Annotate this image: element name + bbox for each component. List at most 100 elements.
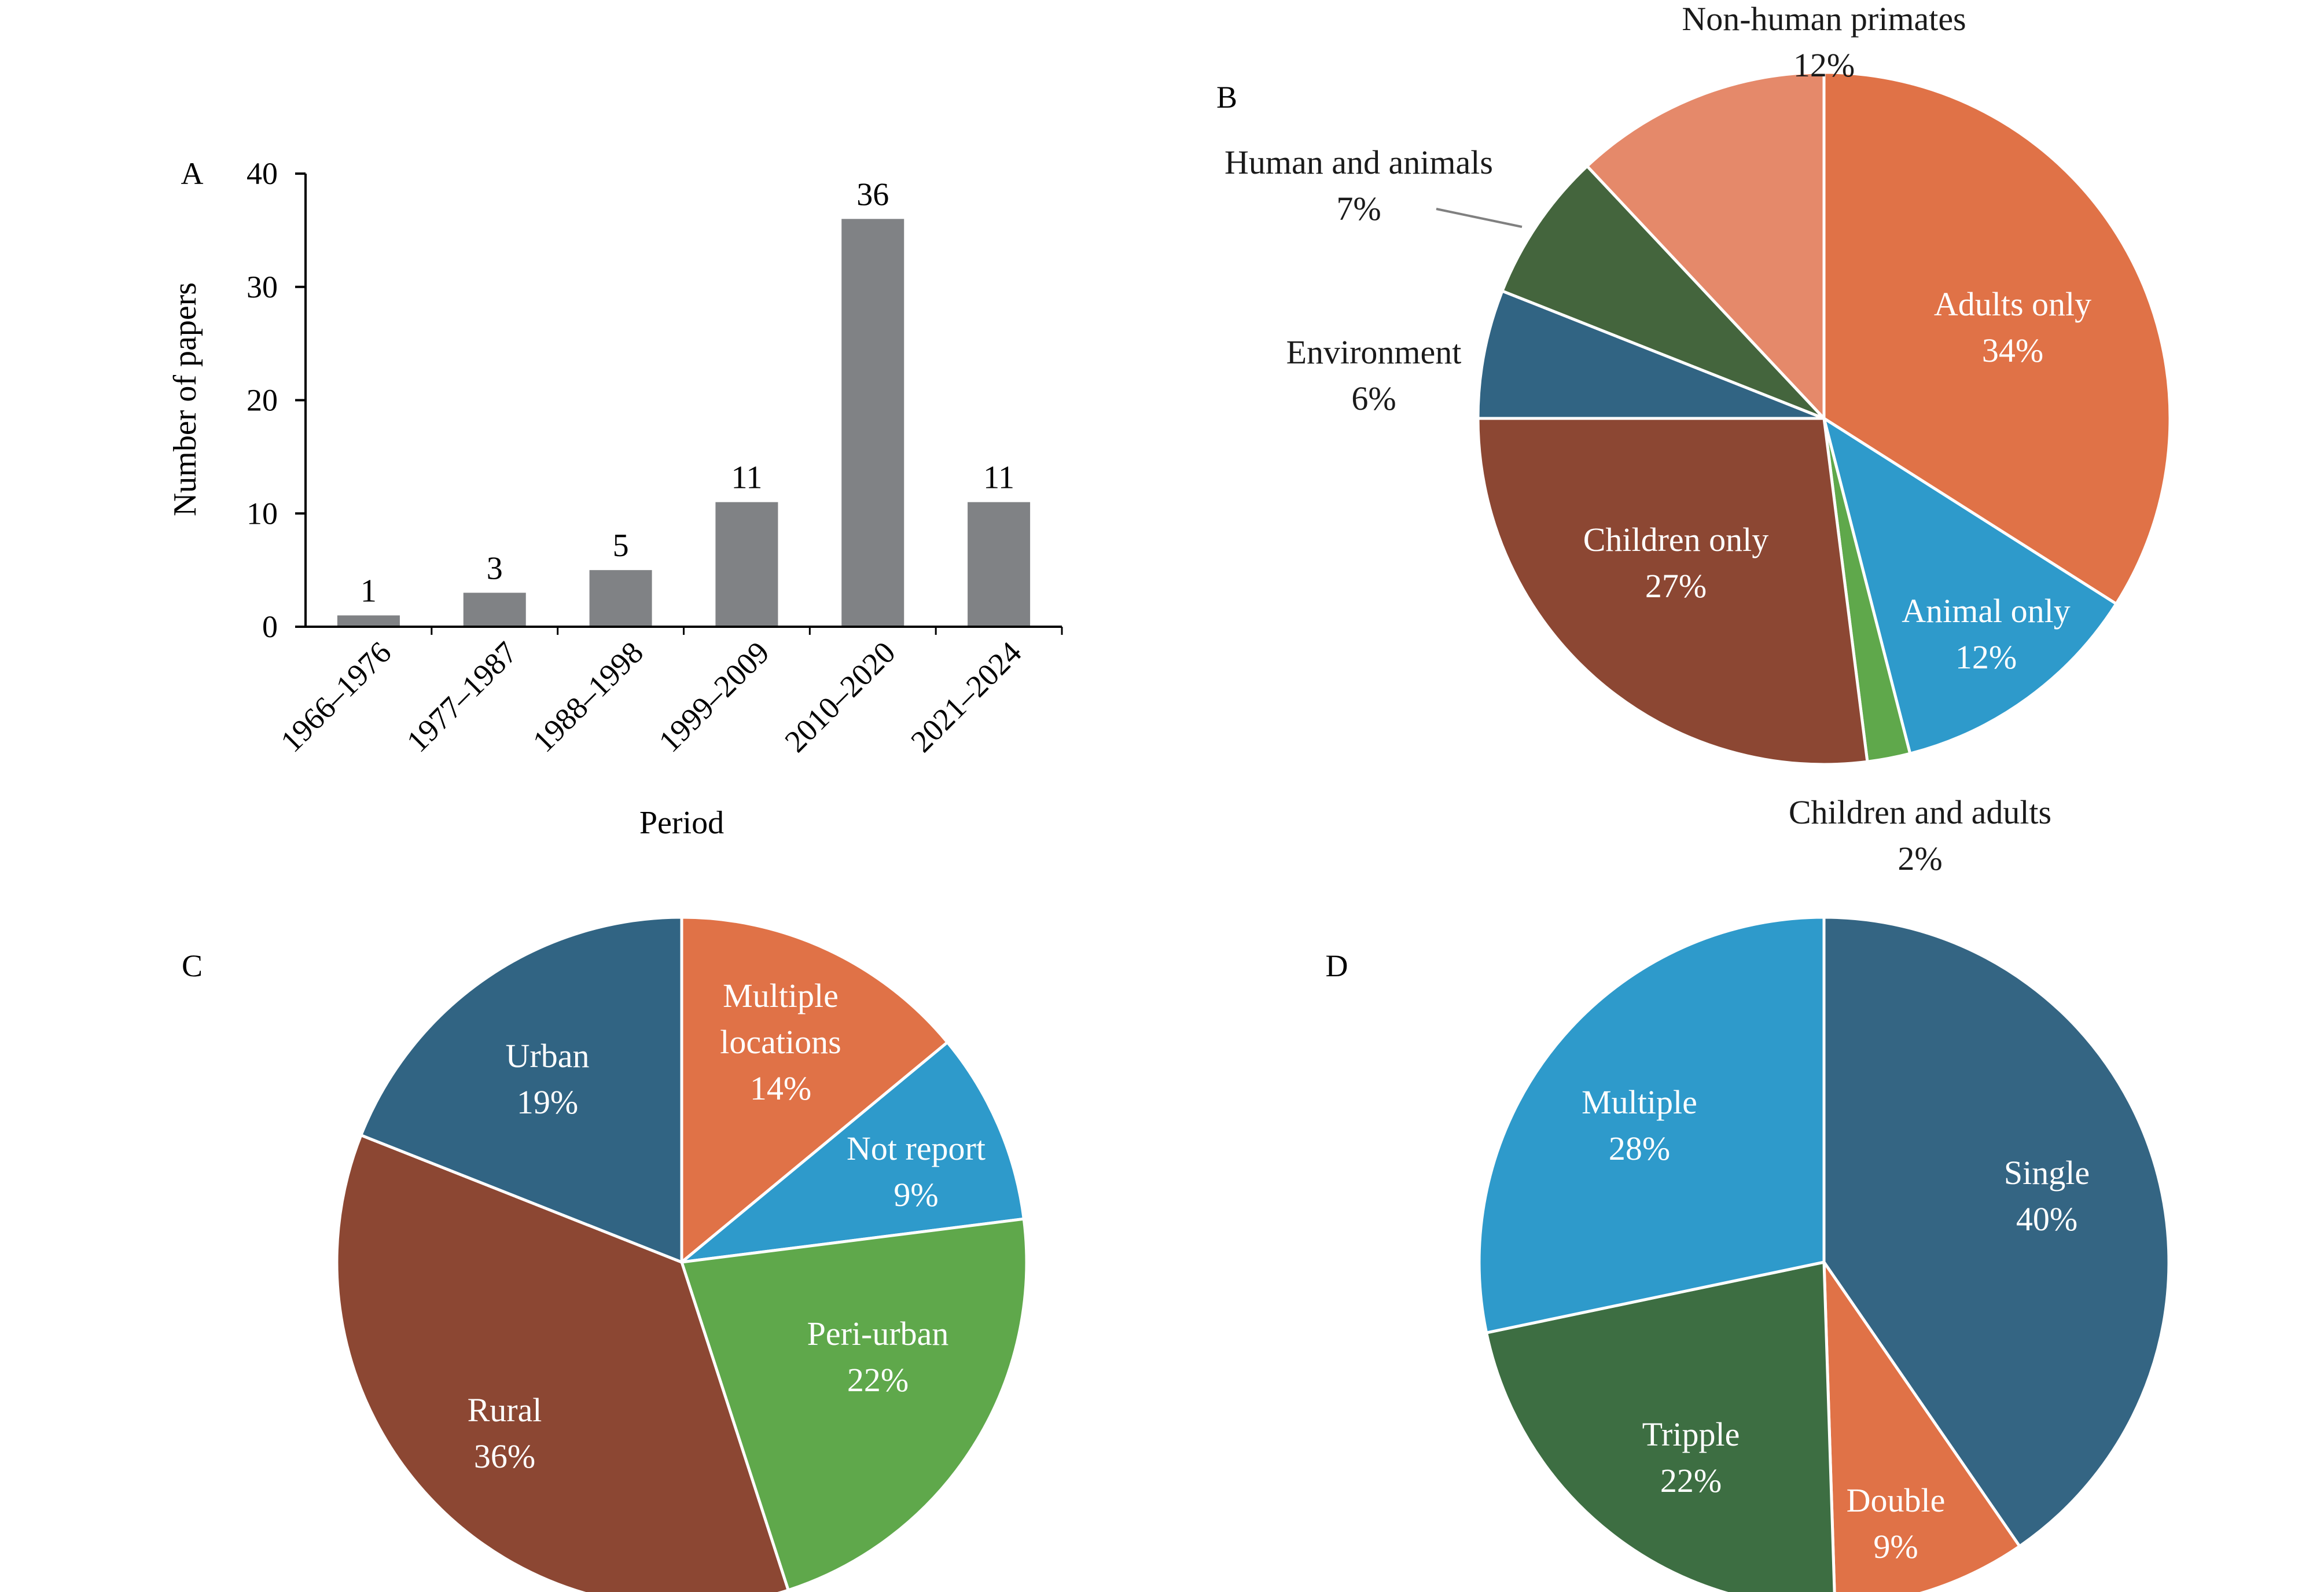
bars: 1 3 5 11 36 11 xyxy=(337,177,1031,627)
slice-rural xyxy=(335,1133,790,1592)
pie-labels: Multiple locations 14% Not report 9% Peri-urb… xyxy=(468,977,986,1475)
slice-environment xyxy=(1476,289,1825,420)
y-tick-label: 0 xyxy=(262,609,278,644)
slice-adults-only xyxy=(1822,71,2172,606)
slice-peri-urban xyxy=(679,1217,1028,1592)
slice-label-non-human-primates: Non-human primates 12% xyxy=(1682,0,1966,84)
slice-percent: 19% xyxy=(517,1083,578,1121)
slice-label-single: Single 40% xyxy=(2004,1154,2090,1238)
x-tick-labels: 1966–1976 1977–1987 1988–1998 1999–2009 2010… xyxy=(274,627,1063,759)
slice-double xyxy=(1822,1257,2022,1592)
bar-2010-2020 xyxy=(841,219,904,627)
slice-label-peri-urban: Peri-urban 22% xyxy=(807,1315,949,1399)
slice-label-multiple-locations: Multiple locations 14% xyxy=(720,977,841,1107)
panel-c-pie-chart: C Multiple locations 14% Not report 9% Peri-u… xyxy=(182,916,1028,1592)
y-tick-label: 20 xyxy=(247,383,278,418)
pie-labels: Single 40% Double 9% Tripple 22% Multiple 28% xyxy=(1582,1083,2090,1565)
slice-label-animal-only: Animal only 12% xyxy=(1902,592,2071,676)
slice-name-part: Multiple xyxy=(723,977,839,1014)
y-axis-title: Number of papers xyxy=(167,282,203,516)
panel-letter-d: D xyxy=(1326,948,1348,983)
slice-name: Not report xyxy=(847,1130,986,1167)
slice-non-human-primates xyxy=(1585,71,1826,422)
slice-percent: 6% xyxy=(1351,380,1396,417)
x-tick-label: 1999–2009 xyxy=(652,635,776,759)
slice-single xyxy=(1822,916,2171,1549)
slice-label-adults-only: Adults only 34% xyxy=(1934,285,2091,369)
x-tick-label: 1966–1976 xyxy=(274,635,398,759)
slice-percent: 9% xyxy=(893,1176,938,1214)
slice-label-multiple: Multiple 28% xyxy=(1582,1083,1697,1167)
slice-percent: 12% xyxy=(1955,638,2017,676)
slice-label-urban: Urban 19% xyxy=(506,1037,590,1121)
bar-value-label: 5 xyxy=(613,528,629,564)
x-tick-label: 2021–2024 xyxy=(904,635,1028,759)
slice-name: Rural xyxy=(468,1391,542,1429)
slice-name: Human and animals xyxy=(1224,144,1493,181)
bar-1988-1998 xyxy=(589,570,652,627)
slice-not-report xyxy=(676,1040,1026,1264)
slice-percent: 2% xyxy=(1898,840,1942,877)
panel-letter-a: A xyxy=(181,156,204,191)
bar-value-label: 11 xyxy=(983,460,1014,496)
panel-d-pie-chart: D Single 40% Double 9% Tripple 22% Multiple 28% xyxy=(1326,916,2171,1592)
bar-value-label: 11 xyxy=(731,460,762,496)
x-tick-label: 1977–1987 xyxy=(400,635,524,759)
slice-label-double: Double 9% xyxy=(1847,1481,1946,1565)
slice-label-rural: Rural 36% xyxy=(468,1391,542,1475)
bar-1977-1987 xyxy=(463,593,526,627)
slice-tripple xyxy=(1484,1260,1836,1592)
slice-percent: 36% xyxy=(474,1437,535,1475)
x-axis-title: Period xyxy=(639,805,724,841)
y-tick-label: 30 xyxy=(247,270,278,304)
leader-line xyxy=(1436,208,1523,228)
slice-name: Urban xyxy=(506,1037,590,1075)
slice-name: Multiple xyxy=(1582,1083,1697,1121)
slice-animal-only xyxy=(1822,415,2119,756)
pie-slices xyxy=(1476,71,2172,766)
slice-percent: 34% xyxy=(1982,332,2043,369)
slice-name: Non-human primates xyxy=(1682,0,1966,38)
slice-label-children-only: Children only 27% xyxy=(1583,521,1769,605)
slice-percent: 12% xyxy=(1793,46,1855,84)
bar-value-label: 3 xyxy=(487,550,503,586)
slice-percent: 22% xyxy=(847,1361,909,1399)
pie-slices xyxy=(335,916,1028,1592)
slice-children-only xyxy=(1476,417,1869,766)
slice-label-children-and-adults: Children and adults 2% xyxy=(1789,793,2051,877)
slice-label-human-and-animals: Human and animals 7% xyxy=(1224,144,1493,227)
slice-name: Peri-urban xyxy=(807,1315,949,1352)
slice-label-tripple: Tripple 22% xyxy=(1642,1415,1740,1499)
slice-urban xyxy=(359,916,683,1264)
slice-label-environment: Environment 6% xyxy=(1286,333,1462,417)
slice-human-and-animals xyxy=(1500,164,1825,420)
y-tick-label: 10 xyxy=(247,496,278,531)
slice-percent: 9% xyxy=(1873,1528,1918,1565)
panel-letter-c: C xyxy=(182,948,203,983)
pie-labels: Adults only 34% Animal only 12% Children and… xyxy=(1224,0,2091,877)
slice-name: Tripple xyxy=(1642,1415,1740,1453)
bar-1999-2009 xyxy=(715,502,778,627)
slice-percent: 27% xyxy=(1645,567,1707,605)
slice-name: Environment xyxy=(1286,333,1462,371)
slice-percent: 40% xyxy=(2016,1200,2077,1238)
slice-percent: 7% xyxy=(1336,190,1381,227)
slice-name: Adults only xyxy=(1934,285,2091,323)
panel-b-pie-chart: B Adults only 34% Animal only 12% Children a… xyxy=(1216,0,2172,877)
slice-multiple-locations xyxy=(680,916,950,1266)
y-axis-ticks: 0 10 20 30 40 xyxy=(247,156,306,644)
x-tick-label: 1988–1998 xyxy=(526,635,650,759)
bar-2021-2024 xyxy=(968,502,1031,627)
slice-multiple xyxy=(1477,916,1826,1335)
slice-name: Children and adults xyxy=(1789,793,2051,831)
slice-name-part: locations xyxy=(720,1023,841,1061)
bar-value-label: 1 xyxy=(361,573,377,609)
slice-percent: 14% xyxy=(750,1069,811,1107)
pie-slices xyxy=(1477,916,2171,1592)
slice-name: Double xyxy=(1847,1481,1946,1519)
slice-name: Single xyxy=(2004,1154,2090,1192)
slice-percent: 28% xyxy=(1609,1130,1670,1167)
panel-letter-b: B xyxy=(1216,80,1237,115)
